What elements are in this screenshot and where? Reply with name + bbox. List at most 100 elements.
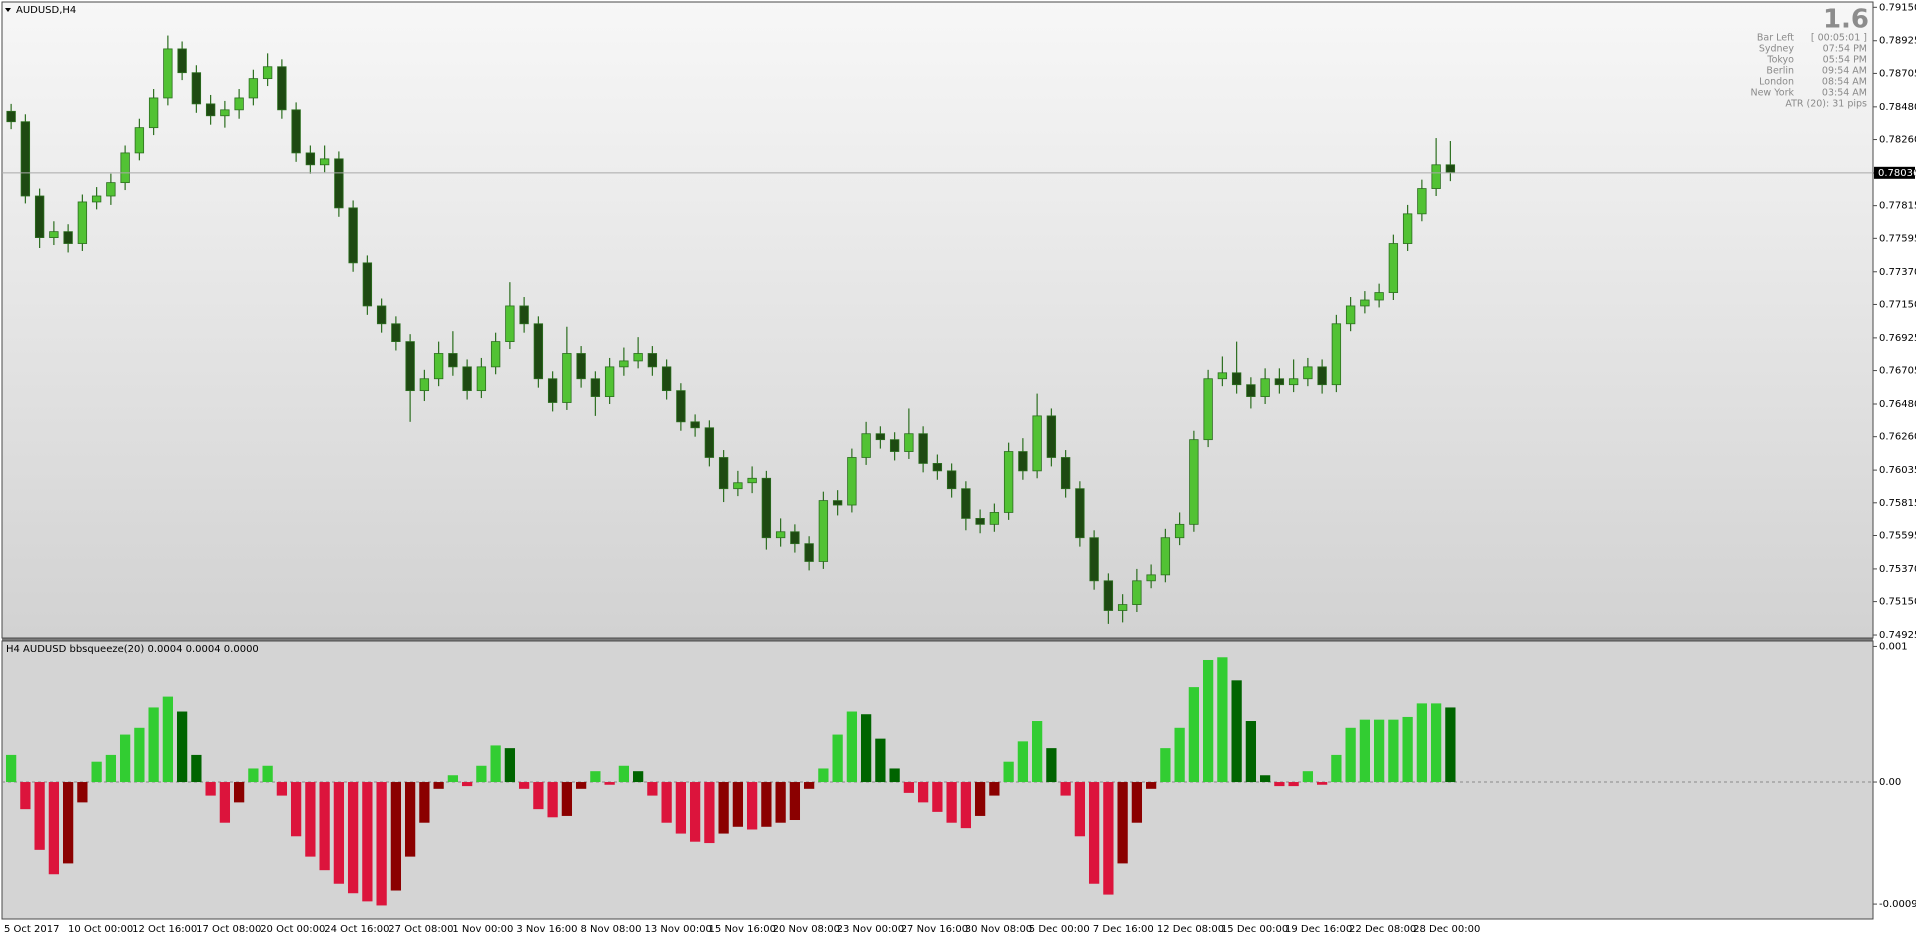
histogram-bar — [1402, 716, 1413, 783]
x-tick-label: 17 Oct 08:00 — [196, 924, 261, 935]
x-tick-label: 5 Dec 00:00 — [1029, 924, 1090, 935]
info-label: New York — [1750, 88, 1794, 99]
indicator-title: H4 AUDUSD bbsqueeze(20) 0.0004 0.0004 0.… — [6, 644, 259, 655]
x-tick-label: 8 Nov 08:00 — [580, 924, 641, 935]
histogram-bar — [860, 714, 872, 783]
histogram-bar — [191, 754, 202, 783]
candle-body — [1402, 213, 1413, 244]
y-tick-label: 0.78925 — [1879, 36, 1916, 47]
histogram-bar — [803, 782, 815, 789]
candle-body — [1032, 415, 1042, 472]
candle-body — [134, 127, 145, 154]
candle-body — [1260, 378, 1270, 397]
info-value: 03:54 AM — [1822, 88, 1867, 99]
candle-body — [790, 531, 800, 545]
histogram-bar — [789, 782, 801, 821]
histogram-bar — [91, 761, 102, 783]
histogram-bar — [1031, 721, 1043, 783]
candle-body — [419, 378, 430, 392]
candle-body — [1360, 299, 1370, 307]
histogram-bar — [889, 768, 900, 783]
candle-body — [348, 207, 358, 264]
histogram-bar — [1302, 771, 1314, 783]
histogram-bar — [419, 782, 430, 823]
histogram-bar — [1017, 741, 1029, 783]
y-tick-label: 0.77815 — [1879, 201, 1916, 212]
candle-body — [1345, 305, 1356, 325]
candle-body — [34, 195, 45, 238]
candle-body — [1160, 537, 1171, 576]
candle-body — [619, 360, 629, 368]
candle-body — [1431, 164, 1441, 189]
candle-body — [961, 488, 971, 519]
candle-body — [1089, 537, 1099, 582]
info-label: Sydney — [1759, 44, 1795, 55]
candle-body — [120, 152, 130, 184]
y-tick-label: 0.76925 — [1879, 333, 1916, 344]
candle-body — [1046, 415, 1057, 458]
histogram-bar — [162, 696, 174, 783]
last-price-label: 0.78036 — [1878, 168, 1916, 179]
histogram-bar — [1103, 782, 1114, 895]
histogram-bar — [689, 782, 701, 842]
collapse-arrow[interactable] — [5, 8, 11, 12]
candle-body — [576, 353, 586, 380]
candle-body — [319, 158, 330, 166]
candle-body — [305, 152, 316, 166]
x-tick-label: 27 Oct 08:00 — [388, 924, 453, 935]
candle-body — [334, 158, 344, 209]
histogram-bar — [362, 782, 373, 902]
histogram-bar — [1188, 687, 1200, 783]
histogram-bar — [618, 765, 630, 783]
candle-body — [448, 353, 458, 368]
histogram-bar — [290, 782, 302, 837]
candle-body — [918, 433, 928, 464]
candle-body — [946, 470, 957, 490]
histogram-bar — [832, 734, 843, 783]
candle-body — [1146, 574, 1156, 582]
histogram-bar — [675, 782, 687, 834]
histogram-bar — [1131, 782, 1143, 823]
candle-body — [1075, 488, 1085, 539]
candle-body — [91, 195, 102, 203]
candle-body — [63, 231, 73, 244]
histogram-bar — [960, 782, 972, 829]
candle-body — [234, 97, 244, 111]
candle-body — [1003, 451, 1014, 513]
histogram-bar — [761, 782, 772, 827]
histogram-bar — [632, 771, 644, 783]
candle-body — [847, 457, 857, 506]
histogram-bar — [1288, 782, 1299, 787]
histogram-bar — [647, 782, 658, 796]
x-tick-label: 19 Dec 16:00 — [1285, 924, 1352, 935]
candle-body — [604, 366, 615, 397]
info-label: Tokyo — [1766, 55, 1794, 66]
histogram-bar — [276, 782, 288, 796]
histogram-bar — [1373, 719, 1385, 783]
candle-body — [690, 421, 700, 429]
histogram-bar — [1202, 659, 1214, 783]
candle-body — [1132, 580, 1142, 605]
histogram-bar — [704, 782, 715, 844]
histogram-bar — [319, 782, 330, 871]
y-tick-label: 0.001 — [1879, 641, 1908, 652]
candle-body — [761, 477, 772, 539]
candle-body — [875, 433, 886, 441]
candle-body — [433, 353, 444, 380]
candle-body — [77, 201, 88, 244]
candle-body — [804, 543, 814, 562]
y-tick-label: 0.76705 — [1879, 366, 1916, 377]
main-panel — [1, 1, 1874, 639]
histogram-bar — [846, 711, 858, 783]
info-value: 08:54 AM — [1822, 77, 1867, 88]
atr: ATR (20): 31 pips — [1785, 99, 1867, 110]
x-tick-label: 12 Dec 08:00 — [1157, 924, 1224, 935]
histogram-bar — [604, 782, 615, 785]
y-tick-label: 0.75595 — [1879, 530, 1916, 541]
